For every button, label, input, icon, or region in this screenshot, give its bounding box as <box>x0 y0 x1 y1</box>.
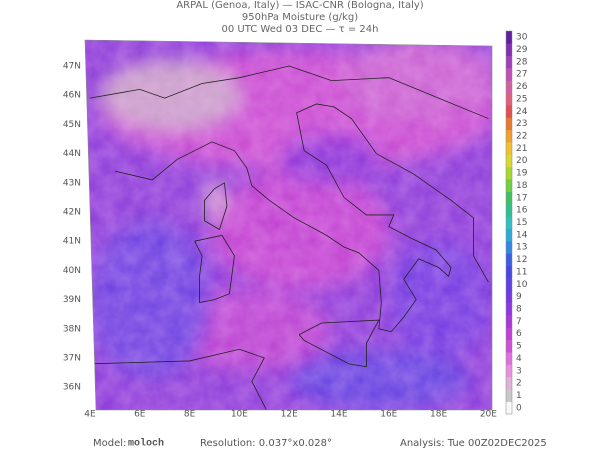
footer-model-label: Model: <box>93 438 126 449</box>
colorbar-swatch <box>506 228 512 242</box>
colorbar-swatch <box>506 31 512 44</box>
colorbar-label: 10 <box>516 280 528 290</box>
colorbar-swatch <box>506 179 512 192</box>
coastline <box>89 348 268 410</box>
colorbar-label: 2 <box>516 379 522 389</box>
colorbar-swatch <box>506 389 512 402</box>
colorbar-swatch <box>506 376 512 390</box>
lat-label: 40N <box>63 266 81 276</box>
colorbar-swatch <box>506 117 512 131</box>
lat-label: 44N <box>63 149 81 159</box>
colorbar-label: 13 <box>516 243 527 253</box>
lat-label: 46N <box>63 91 81 101</box>
colorbar-label: 4 <box>516 354 522 364</box>
colorbar-label: 8 <box>516 304 522 314</box>
colorbar-label: 30 <box>516 33 528 43</box>
colorbar-label: 12 <box>516 255 527 265</box>
colorbar-swatch <box>506 241 512 254</box>
colorbar-swatch <box>506 92 512 106</box>
lat-label: 43N <box>63 178 81 188</box>
colorbar-swatch <box>506 55 512 69</box>
colorbar-swatch <box>506 265 512 279</box>
colorbar-label: 17 <box>516 193 527 203</box>
colorbar-label: 26 <box>516 82 528 92</box>
colorbar-label: 11 <box>516 267 527 277</box>
lat-label: 37N <box>63 354 81 364</box>
colorbar-swatch <box>506 352 512 365</box>
colorbar-swatch <box>506 401 512 415</box>
coastline <box>89 65 489 119</box>
colorbar-label: 25 <box>516 94 527 104</box>
coastline <box>114 103 489 333</box>
lon-label: 20E <box>480 410 497 420</box>
colorbar-label: 19 <box>516 169 528 179</box>
colorbar-label: 22 <box>516 132 527 142</box>
lat-label: 39N <box>63 295 81 305</box>
header-line: ARPAL (Genoa, Italy) — ISAC-CNR (Bologna… <box>176 0 423 11</box>
lon-label: 4E <box>84 410 96 420</box>
coastline <box>204 182 228 231</box>
colorbar-label: 3 <box>516 366 522 376</box>
colorbar-label: 23 <box>516 119 527 129</box>
colorbar-swatch <box>506 290 512 304</box>
lat-label: 36N <box>63 383 81 393</box>
colorbar-label: 7 <box>516 317 522 327</box>
colorbar-swatch <box>506 154 512 168</box>
lat-label: 47N <box>63 62 81 72</box>
coastline <box>298 319 380 368</box>
colorbar-swatch <box>506 339 512 353</box>
lon-label: 10E <box>231 410 248 420</box>
colorbar-swatch <box>506 327 512 341</box>
lon-label: 12E <box>281 410 298 420</box>
colorbar-label: 0 <box>516 403 522 413</box>
colorbar-label: 16 <box>516 206 528 216</box>
header-line: 950hPa Moisture (g/kg) <box>242 12 358 23</box>
header-line: 00 UTC Wed 03 DEC — τ = 24h <box>222 24 379 35</box>
footer-resolution: Resolution: 0.037°x0.028° <box>200 438 332 449</box>
colorbar-swatch <box>506 129 512 143</box>
lon-label: 16E <box>380 410 397 420</box>
colorbar-swatch <box>506 216 512 229</box>
colorbar-frame <box>505 30 513 415</box>
colorbar-swatch <box>506 142 512 155</box>
colorbar-label: 27 <box>516 70 527 80</box>
lon-label: 8E <box>184 410 196 420</box>
map-field <box>85 40 492 410</box>
colorbar-swatch <box>506 364 512 378</box>
colorbar-swatch <box>506 203 512 217</box>
colorbar-swatch <box>506 68 512 81</box>
lat-label: 41N <box>63 237 81 247</box>
colorbar-swatch <box>506 315 512 328</box>
colorbar-swatch <box>506 253 512 267</box>
colorbar-label: 1 <box>516 391 522 401</box>
lat-label: 45N <box>63 120 81 130</box>
colorbar-label: 14 <box>516 230 528 240</box>
colorbar-swatch <box>506 43 512 57</box>
colorbar-label: 9 <box>516 292 522 302</box>
colorbar-label: 29 <box>516 45 528 55</box>
colorbar-swatch <box>506 302 512 316</box>
colorbar-label: 20 <box>516 156 528 166</box>
lon-label: 14E <box>330 410 347 420</box>
colorbar-swatch <box>506 166 512 180</box>
colorbar-label: 15 <box>516 218 527 228</box>
colorbar-label: 28 <box>516 57 528 67</box>
lat-label: 42N <box>63 208 81 218</box>
lat-label: 38N <box>63 324 81 334</box>
colorbar-swatch <box>506 278 512 291</box>
footer-analysis: Analysis: Tue 00Z02DEC2025 <box>400 438 547 449</box>
coastline <box>194 234 235 304</box>
colorbar-label: 6 <box>516 329 522 339</box>
lon-label: 6E <box>134 410 146 420</box>
colorbar-label: 24 <box>516 107 528 117</box>
colorbar-label: 21 <box>516 144 527 154</box>
colorbar-label: 5 <box>516 342 522 352</box>
colorbar-swatch <box>506 105 512 118</box>
colorbar-swatch <box>506 80 512 94</box>
colorbar-label: 18 <box>516 181 528 191</box>
colorbar-swatch <box>506 191 512 205</box>
lon-label: 18E <box>430 410 447 420</box>
footer-model: moloch <box>128 438 164 450</box>
